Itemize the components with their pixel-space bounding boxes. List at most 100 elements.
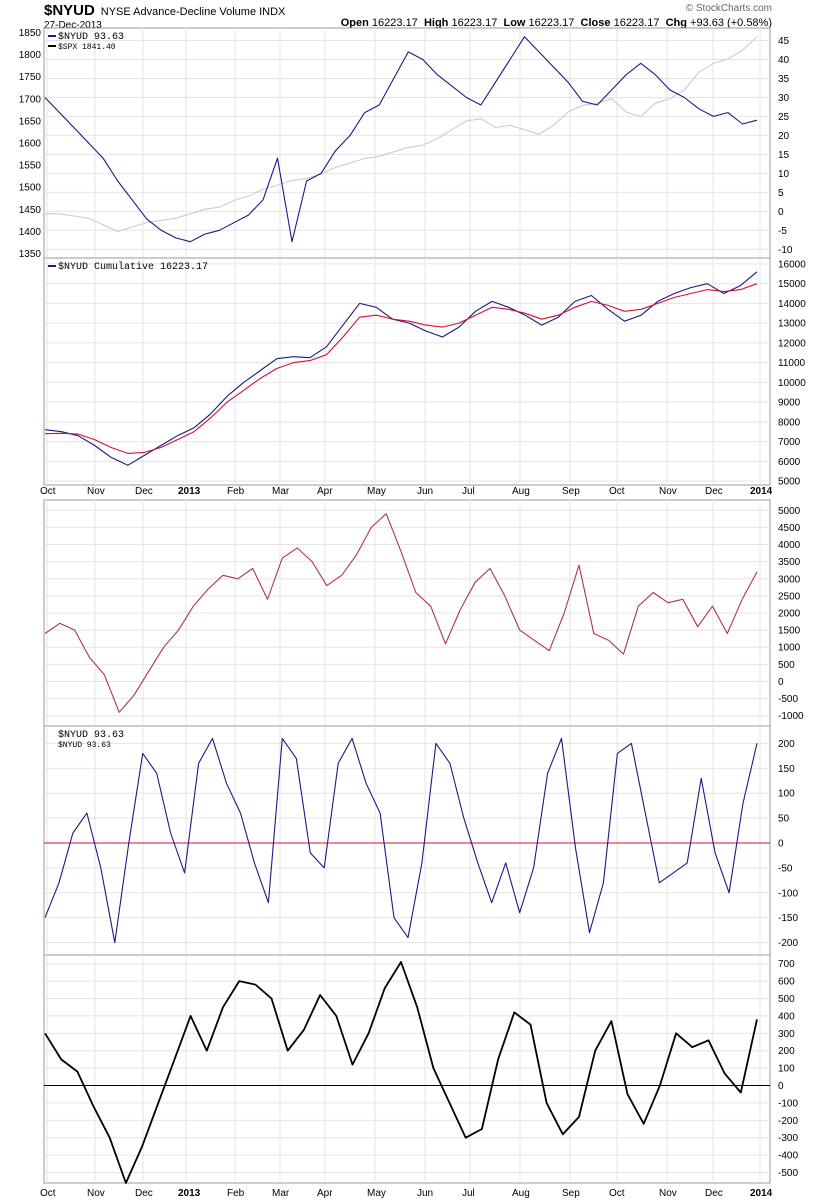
y-tick-label: 500: [778, 994, 795, 1005]
series-line-nyud: [44, 737, 758, 944]
chart-date: 27-Dec-2013: [44, 20, 102, 31]
series-line-cumulative: [44, 271, 758, 466]
chg-label: Chg: [665, 17, 687, 29]
y-tick-label: 0: [778, 1081, 784, 1092]
x-tick-label: May: [367, 486, 386, 497]
y-tick-label: 16000: [778, 259, 806, 270]
y-tick-label: -50: [778, 863, 793, 874]
series-line-nyud: [44, 36, 758, 243]
low-value: 16223.17: [528, 17, 575, 29]
panel-smoothed: -500 -400 -300 -200 -100 0 100 200 300 400 500 600 7…: [43, 954, 798, 1184]
x-tick-label: Dec: [705, 1188, 723, 1199]
x-tick-label: Mar: [272, 1188, 290, 1199]
y-tick-label: 30: [778, 93, 790, 104]
left-y-tick-label: 1650: [19, 116, 42, 127]
y-tick-label: -100: [778, 1098, 798, 1109]
x-tick-label: Sep: [562, 1188, 580, 1199]
y-tick-label: 600: [778, 977, 795, 988]
series-line-smoothed: [44, 961, 758, 1184]
panel-momentum: -200 -150 -100 -50 0 50 100 150 200 $NYUD 93.63$N…: [43, 725, 798, 956]
y-tick-label: 50: [778, 814, 790, 825]
index-name: NYSE Advance-Decline Volume INDX: [100, 6, 286, 18]
x-tick-label: Jul: [462, 486, 475, 497]
y-tick-label: -500: [778, 1168, 798, 1179]
left-y-tick-label: 1350: [19, 249, 42, 260]
panel-frame: [43, 257, 771, 486]
x-tick-label: Oct: [40, 486, 56, 497]
panel-oscillator: -1000 -500 0 500 1000 1500 2000 2500 3000 3500 400…: [43, 499, 804, 727]
y-tick-label: -200: [778, 938, 798, 949]
legend-entry: $NYUD 93.63: [58, 31, 124, 43]
high-label: High: [423, 17, 449, 29]
x-tick-label: Jun: [417, 1188, 433, 1199]
x-tick-label: Nov: [87, 1188, 105, 1199]
y-tick-label: -1000: [778, 711, 804, 722]
y-tick-label: 11000: [778, 358, 806, 369]
left-y-tick-label: 1700: [19, 94, 42, 105]
y-tick-label: 6000: [778, 457, 801, 468]
legend-entry: $NYUD 93.63: [58, 729, 124, 741]
x-tick-label: Jul: [462, 1188, 475, 1199]
chg-value: +93.63 (+0.58%): [690, 17, 772, 29]
left-y-tick-label: 1450: [19, 205, 42, 216]
panel-frame: [43, 954, 771, 1184]
left-y-tick-label: 1500: [19, 183, 42, 194]
x-tick-label: May: [367, 1188, 386, 1199]
left-y-tick-label: 1600: [19, 139, 42, 150]
y-tick-label: 3500: [778, 557, 801, 568]
y-tick-label: 10000: [778, 378, 806, 389]
y-tick-label: 5000: [778, 477, 801, 488]
x-tick-label: Apr: [317, 486, 333, 497]
y-tick-label: 5: [778, 188, 784, 199]
y-tick-label: 13000: [778, 319, 806, 330]
series-line-spx: [45, 36, 758, 233]
left-y-tick-label: 1800: [19, 50, 42, 61]
x-tick-label: Mar: [272, 486, 290, 497]
left-y-tick-label: 1850: [19, 28, 42, 39]
chart-header: $NYUD NYSE Advance-Decline Volume INDX 2…: [44, 2, 285, 31]
left-y-tick-label: 1400: [19, 227, 42, 238]
quote-bar: Open 16223.17 High 16223.17 Low 16223.17…: [341, 17, 772, 29]
high-value: 16223.17: [451, 17, 498, 29]
close-value: 16223.17: [613, 17, 660, 29]
y-tick-label: 4500: [778, 523, 801, 534]
brand-logo[interactable]: © StockCharts.com: [685, 3, 772, 14]
y-tick-label: 1500: [778, 626, 801, 637]
y-tick-label: 3000: [778, 574, 801, 585]
y-tick-label: -400: [778, 1151, 798, 1162]
series-line-oscillator: [44, 513, 758, 713]
x-tick-label: Aug: [512, 486, 530, 497]
y-tick-label: -10: [778, 245, 793, 256]
y-tick-label: 25: [778, 112, 790, 123]
symbol-label: $NYUD: [44, 2, 95, 19]
x-tick-label: Feb: [227, 1188, 245, 1199]
panel-frame: [43, 725, 771, 956]
x-tick-label: Dec: [135, 1188, 153, 1199]
y-tick-label: -500: [778, 694, 798, 705]
y-tick-label: -100: [778, 888, 798, 899]
x-tick-label: 2014: [750, 1188, 773, 1199]
left-y-tick-label: 1550: [19, 161, 42, 172]
y-tick-label: 40: [778, 55, 790, 66]
open-label: Open: [340, 17, 369, 29]
y-tick-label: -150: [778, 913, 798, 924]
y-tick-label: 35: [778, 74, 790, 85]
y-tick-label: -300: [778, 1133, 798, 1144]
y-tick-label: 200: [778, 739, 795, 750]
x-tick-label: Dec: [705, 486, 723, 497]
y-tick-label: 7000: [778, 437, 801, 448]
y-tick-label: 9000: [778, 398, 801, 409]
y-tick-label: 8000: [778, 417, 801, 428]
close-label: Close: [580, 17, 611, 29]
x-tick-label: Oct: [609, 1188, 625, 1199]
x-tick-label: Oct: [609, 486, 625, 497]
y-tick-label: 200: [778, 1046, 795, 1057]
y-tick-label: 300: [778, 1029, 795, 1040]
panel-price: -10 -5 0 5 10 15 20 25 30 35 40 45 1350 1400 1450 1500 1…: [19, 27, 793, 260]
y-tick-label: 12000: [778, 338, 806, 349]
y-tick-label: 2000: [778, 609, 801, 620]
y-tick-label: 15: [778, 150, 790, 161]
left-y-tick-label: 1750: [19, 72, 42, 83]
x-tick-label: Nov: [659, 1188, 677, 1199]
x-tick-label: Apr: [317, 1188, 333, 1199]
